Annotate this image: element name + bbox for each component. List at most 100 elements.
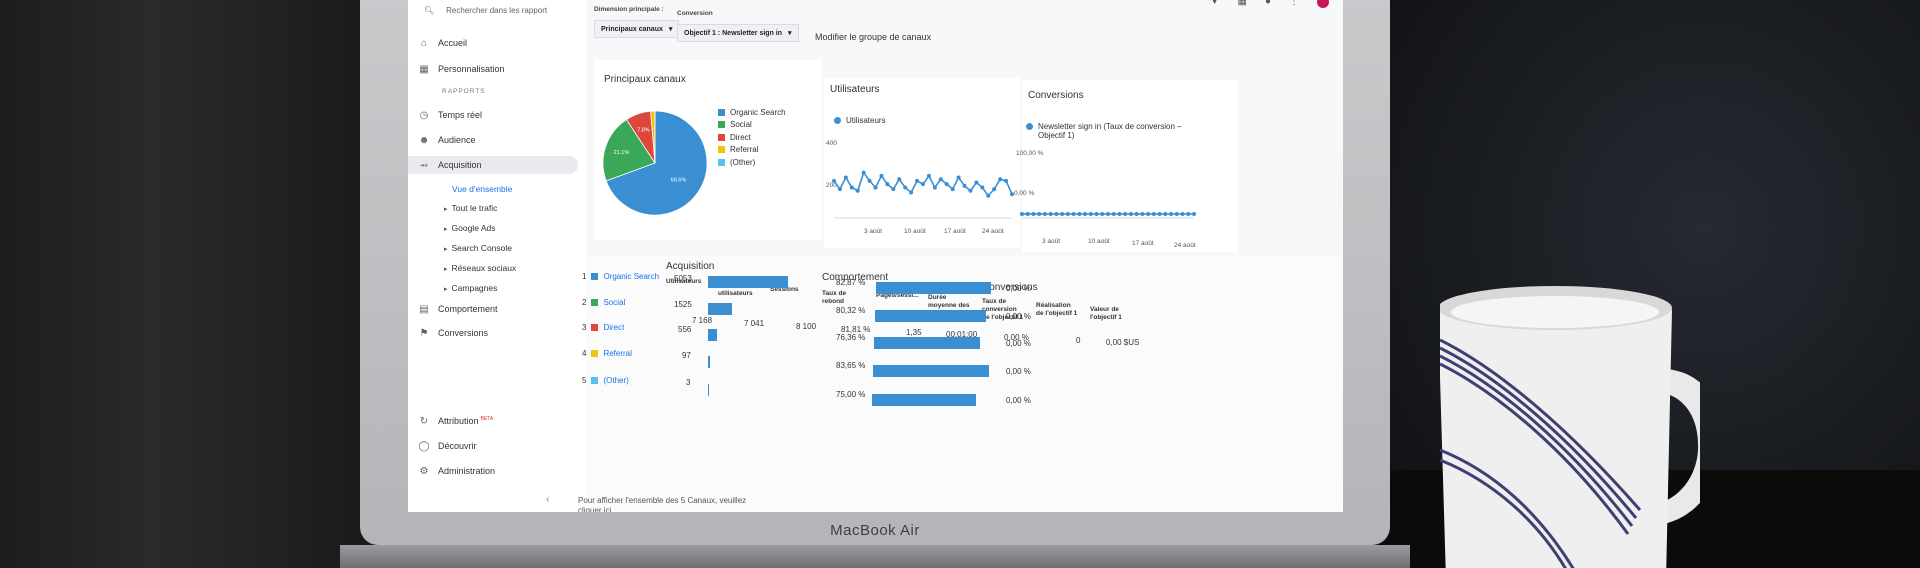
- data-point[interactable]: [855, 188, 860, 193]
- apps-icon[interactable]: ▦: [1237, 0, 1247, 7]
- data-point[interactable]: [1071, 211, 1076, 216]
- data-point[interactable]: [1094, 211, 1099, 216]
- data-point[interactable]: [1157, 212, 1162, 216]
- col-goal-value[interactable]: Valeur de l'objectif 1: [1090, 306, 1122, 321]
- data-point[interactable]: [986, 193, 991, 198]
- data-point[interactable]: [998, 177, 1003, 182]
- row-channel-link[interactable]: Organic Search: [603, 272, 660, 281]
- footer-note[interactable]: Pour afficher l'ensemble des 5 Canaux, v…: [578, 496, 747, 512]
- data-point[interactable]: [950, 187, 955, 192]
- data-point[interactable]: [1192, 212, 1196, 216]
- row-channel-link[interactable]: Referral: [603, 349, 632, 358]
- col-users[interactable]: Utilisateurs: [666, 278, 702, 285]
- row-channel-link[interactable]: Direct: [603, 323, 625, 332]
- data-point[interactable]: [849, 185, 854, 190]
- collapse-sidebar-button[interactable]: ‹: [546, 494, 550, 505]
- data-point[interactable]: [1163, 212, 1168, 216]
- primary-dimension-select[interactable]: Principaux canaux ▾: [594, 20, 680, 38]
- data-point[interactable]: [1054, 211, 1059, 216]
- data-point[interactable]: [1169, 212, 1174, 216]
- data-point[interactable]: [915, 178, 920, 183]
- sidebar-item-personnalisation[interactable]: ▦ Personnalisation: [418, 60, 578, 78]
- table-row-channel[interactable]: 4 Referral: [582, 349, 632, 358]
- sidebar-sub-reseaux-sociaux[interactable]: ▸ Réseaux sociaux: [444, 263, 516, 273]
- data-point[interactable]: [1140, 212, 1145, 216]
- data-point[interactable]: [1004, 178, 1009, 183]
- data-point[interactable]: [1106, 211, 1110, 216]
- sidebar-item-accueil[interactable]: ⌂ Accueil: [418, 34, 578, 52]
- data-point[interactable]: [1020, 211, 1024, 216]
- avatar[interactable]: [1317, 0, 1329, 8]
- data-point[interactable]: [1031, 211, 1036, 216]
- data-point[interactable]: [992, 187, 997, 192]
- data-point[interactable]: [1186, 212, 1191, 216]
- row-channel-link[interactable]: (Other): [603, 376, 629, 385]
- data-point[interactable]: [1088, 211, 1093, 216]
- data-point[interactable]: [1100, 211, 1105, 216]
- data-point[interactable]: [1037, 211, 1042, 216]
- col-goal-completions[interactable]: Réalisation de l'objectif 1: [1036, 302, 1078, 317]
- sidebar-sub-campagnes[interactable]: ▸ Campagnes: [444, 283, 497, 293]
- data-point[interactable]: [903, 185, 908, 190]
- sidebar-item-temps-reel[interactable]: ◷ Temps réel: [418, 106, 578, 124]
- more-icon[interactable]: ⋮: [1289, 0, 1299, 7]
- data-point[interactable]: [1042, 211, 1047, 216]
- data-point[interactable]: [837, 187, 842, 192]
- sidebar-item-acquisition[interactable]: ⥇ Acquisition: [408, 156, 578, 174]
- data-point[interactable]: [1065, 211, 1070, 216]
- pie-slice-organicsearch[interactable]: [605, 110, 708, 216]
- sidebar-item-audience[interactable]: ☻ Audience: [418, 131, 578, 149]
- data-point[interactable]: [891, 187, 896, 192]
- data-point[interactable]: [843, 175, 848, 180]
- table-row-channel[interactable]: 5 (Other): [582, 376, 629, 385]
- data-point[interactable]: [980, 185, 985, 190]
- data-point[interactable]: [1010, 192, 1014, 197]
- data-point[interactable]: [861, 170, 866, 175]
- sidebar-item-decouvrir[interactable]: ◯ Découvrir: [418, 437, 578, 455]
- data-point[interactable]: [1048, 211, 1053, 216]
- sidebar-item-administration[interactable]: ⚙ Administration: [418, 462, 578, 480]
- data-point[interactable]: [1083, 211, 1088, 216]
- data-point[interactable]: [867, 178, 872, 183]
- data-point[interactable]: [1180, 212, 1185, 216]
- data-point[interactable]: [885, 182, 890, 187]
- table-row-channel[interactable]: 2 Social: [582, 298, 625, 307]
- sidebar-item-attribution[interactable]: ↻ Attribution BETA: [418, 412, 578, 430]
- data-point[interactable]: [1111, 211, 1116, 216]
- col-conv-rate[interactable]: Taux de conversion de l'objectif 1: [982, 298, 1024, 321]
- data-point[interactable]: [956, 175, 961, 180]
- sidebar-sub-google-ads[interactable]: ▸ Google Ads: [444, 223, 495, 233]
- data-point[interactable]: [909, 190, 914, 195]
- data-point[interactable]: [926, 173, 931, 178]
- col-sessions[interactable]: Sessions: [770, 286, 799, 293]
- edit-channel-group-link[interactable]: Modifier le groupe de canaux: [815, 32, 932, 42]
- data-point[interactable]: [897, 177, 902, 182]
- data-point[interactable]: [1025, 211, 1030, 216]
- data-point[interactable]: [921, 182, 925, 187]
- data-point[interactable]: [1174, 212, 1179, 216]
- col-bounce-rate[interactable]: Taux de rebond: [822, 290, 847, 305]
- data-point[interactable]: [1117, 211, 1122, 216]
- data-point[interactable]: [832, 178, 836, 183]
- sidebar-sub-search-console[interactable]: ▸ Search Console: [444, 243, 512, 253]
- data-point[interactable]: [1146, 212, 1151, 216]
- sidebar-item-comportement[interactable]: ▤ Comportement: [418, 300, 578, 318]
- data-point[interactable]: [962, 183, 967, 188]
- data-point[interactable]: [932, 185, 937, 190]
- table-row-channel[interactable]: 3 Direct: [582, 323, 624, 332]
- sidebar-item-conversions[interactable]: ⚑ Conversions: [418, 324, 578, 342]
- pie-slice-social[interactable]: [602, 118, 656, 182]
- row-channel-link[interactable]: Social: [603, 298, 626, 307]
- conversion-select[interactable]: Objectif 1 : Newsletter sign in ▾: [677, 24, 799, 42]
- data-point[interactable]: [1123, 211, 1128, 216]
- data-point[interactable]: [968, 188, 973, 193]
- sidebar-search[interactable]: 🔍︎ Rechercher dans les rapport: [424, 6, 547, 15]
- data-point[interactable]: [1077, 211, 1082, 216]
- data-point[interactable]: [1128, 211, 1133, 216]
- data-point[interactable]: [944, 182, 949, 187]
- col-pages-session[interactable]: Pages/sessi...: [876, 292, 919, 299]
- data-point[interactable]: [873, 185, 878, 190]
- data-point[interactable]: [938, 177, 943, 182]
- data-point[interactable]: [974, 180, 979, 185]
- help-icon[interactable]: ●: [1264, 0, 1271, 7]
